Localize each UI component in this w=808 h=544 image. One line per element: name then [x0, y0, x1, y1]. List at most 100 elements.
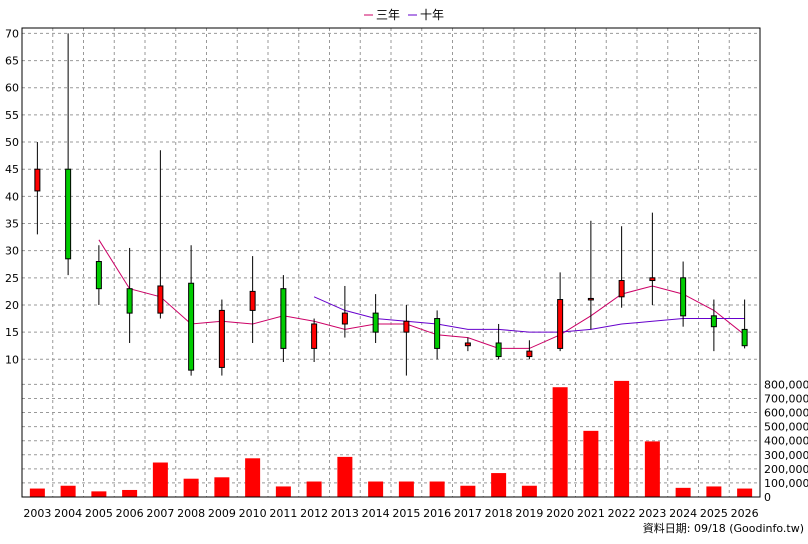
- candle-body: [311, 323, 318, 349]
- candle-body: [710, 315, 717, 328]
- volume-bar: [614, 380, 630, 497]
- volume-bar: [491, 473, 507, 497]
- candle-body: [95, 261, 102, 290]
- price-tick-label: 65: [5, 55, 19, 68]
- volume-bar: [398, 481, 414, 497]
- volume-tick-label: 700,000: [764, 392, 808, 405]
- volume-bar: [183, 478, 199, 497]
- price-tick-label: 40: [5, 190, 19, 203]
- price-tick-label: 55: [5, 109, 19, 122]
- volume-bar: [552, 387, 568, 497]
- year-tick-label: 2024: [669, 507, 697, 520]
- volume-bar: [429, 481, 445, 497]
- candle-body: [557, 299, 564, 349]
- candle-body: [188, 282, 195, 371]
- price-tick-label: 20: [5, 299, 19, 312]
- volume-tick-label: 800,000: [764, 378, 808, 391]
- year-tick-label: 2004: [54, 507, 82, 520]
- candle-body: [341, 312, 348, 325]
- volume-tick-label: 300,000: [764, 449, 808, 462]
- candle-body: [249, 290, 256, 311]
- grid: [22, 28, 760, 498]
- candle-body: [680, 277, 687, 317]
- year-tick-label: 2011: [269, 507, 297, 520]
- year-tick-label: 2026: [731, 507, 759, 520]
- year-tick-label: 2009: [208, 507, 236, 520]
- year-tick-label: 2015: [392, 507, 420, 520]
- volume-bar: [583, 430, 599, 497]
- year-tick-label: 2018: [485, 507, 513, 520]
- year-tick-label: 2007: [146, 507, 174, 520]
- candle-body: [65, 168, 72, 260]
- moving-average-lines: [98, 239, 745, 349]
- volume-bar: [306, 481, 322, 497]
- volume-tick-label: 100,000: [764, 477, 808, 490]
- volume-bar: [644, 441, 660, 497]
- legend-label-10yr: 十年: [420, 8, 444, 22]
- legend: 三年 十年: [364, 8, 444, 22]
- year-tick-label: 2006: [116, 507, 144, 520]
- candle-body: [618, 280, 625, 298]
- candle-body: [126, 288, 133, 314]
- price-tick-label: 15: [5, 326, 19, 339]
- volume-bar: [521, 485, 537, 497]
- volume-bar: [60, 485, 76, 497]
- footer-date: 資料日期: 09/18 (Goodinfo.tw): [643, 521, 804, 535]
- volume-bars: [29, 380, 753, 497]
- candle-body: [495, 342, 502, 358]
- candle-body: [372, 312, 379, 333]
- price-tick-label: 10: [5, 353, 19, 366]
- candle-body: [526, 350, 533, 358]
- volume-bar: [122, 489, 138, 497]
- volume-bar: [245, 458, 261, 497]
- candle-body: [587, 297, 594, 301]
- year-tick-label: 2017: [454, 507, 482, 520]
- volume-tick-label: 600,000: [764, 407, 808, 420]
- volume-bar: [275, 486, 291, 497]
- price-tick-label: 70: [5, 27, 19, 40]
- year-tick-label: 2008: [177, 507, 205, 520]
- plot-frame: [21, 27, 761, 498]
- year-tick-label: 2020: [546, 507, 574, 520]
- candle-body: [218, 309, 225, 368]
- volume-bar: [152, 462, 168, 497]
- year-tick-label: 2025: [700, 507, 728, 520]
- volume-tick-label: 0: [764, 491, 771, 504]
- price-tick-label: 30: [5, 245, 19, 258]
- volume-bar: [675, 487, 691, 497]
- candle-body: [464, 342, 471, 347]
- year-tick-label: 2005: [85, 507, 113, 520]
- year-tick-label: 2014: [362, 507, 390, 520]
- candle-body: [649, 277, 656, 282]
- volume-tick-label: 500,000: [764, 421, 808, 434]
- year-tick-label: 2022: [608, 507, 636, 520]
- volume-bar: [706, 486, 722, 497]
- volume-tick-label: 400,000: [764, 435, 808, 448]
- volume-bar: [737, 488, 753, 497]
- volume-bar: [29, 488, 45, 497]
- candle-body: [280, 288, 287, 349]
- year-tick-label: 2003: [23, 507, 51, 520]
- volume-bar: [91, 491, 107, 497]
- axes: 101520253035404550556065700100,000200,00…: [5, 27, 808, 520]
- candle-body: [741, 328, 748, 347]
- year-tick-label: 2013: [331, 507, 359, 520]
- volume-bar: [337, 456, 353, 497]
- price-tick-label: 60: [5, 82, 19, 95]
- ma-line: [313, 296, 745, 333]
- volume-bar: [460, 485, 476, 497]
- volume-tick-label: 200,000: [764, 463, 808, 476]
- price-tick-label: 50: [5, 136, 19, 149]
- year-tick-label: 2010: [239, 507, 267, 520]
- legend-label-3yr: 三年: [376, 8, 400, 22]
- year-tick-label: 2023: [638, 507, 666, 520]
- year-tick-label: 2021: [577, 507, 605, 520]
- price-tick-label: 25: [5, 272, 19, 285]
- candle-body: [434, 318, 441, 349]
- volume-bar: [214, 477, 230, 497]
- candlesticks: [34, 33, 748, 376]
- price-tick-label: 35: [5, 218, 19, 231]
- ma-line: [98, 239, 745, 349]
